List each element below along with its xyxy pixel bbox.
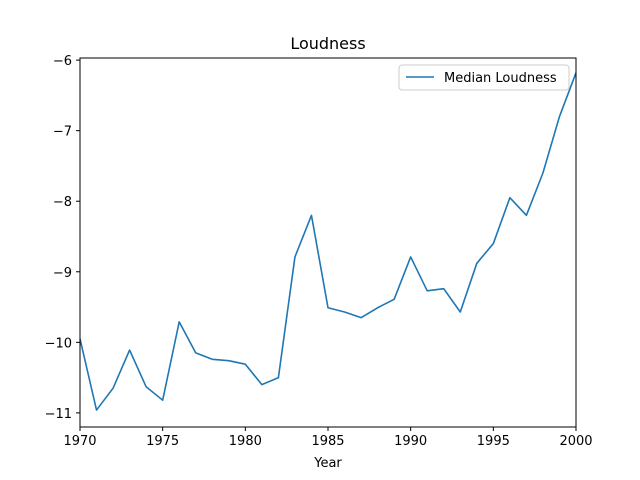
x-tick-label: 1995 bbox=[477, 434, 510, 449]
y-axis: −11 −10 −9 −8 −7 −6 bbox=[45, 54, 80, 422]
y-tick-label: −7 bbox=[53, 125, 72, 140]
x-tick-label: 1975 bbox=[146, 434, 179, 449]
x-tick-label: 1980 bbox=[229, 434, 262, 449]
legend-label: Median Loudness bbox=[444, 71, 557, 86]
y-tick-label: −10 bbox=[45, 336, 72, 351]
y-tick-label: −9 bbox=[53, 266, 72, 281]
x-tick-label: 1990 bbox=[394, 434, 427, 449]
plot-frame bbox=[79, 57, 577, 428]
series-line-0 bbox=[79, 72, 577, 411]
y-tick-label: −6 bbox=[53, 54, 72, 69]
legend-box bbox=[398, 64, 570, 91]
x-tick-label: 1970 bbox=[63, 434, 96, 449]
chart-title: Loudness bbox=[290, 34, 365, 53]
y-tick-label: −8 bbox=[53, 195, 72, 210]
plot-area bbox=[79, 72, 577, 411]
x-axis: 1970 1975 1980 1985 1990 1995 2000 bbox=[63, 427, 593, 449]
x-tick-label: 2000 bbox=[559, 434, 592, 449]
legend: Median Loudness bbox=[398, 64, 570, 91]
x-tick-label: 1985 bbox=[311, 434, 344, 449]
x-axis-label: Year bbox=[313, 456, 342, 471]
y-tick-label: −11 bbox=[45, 407, 72, 422]
